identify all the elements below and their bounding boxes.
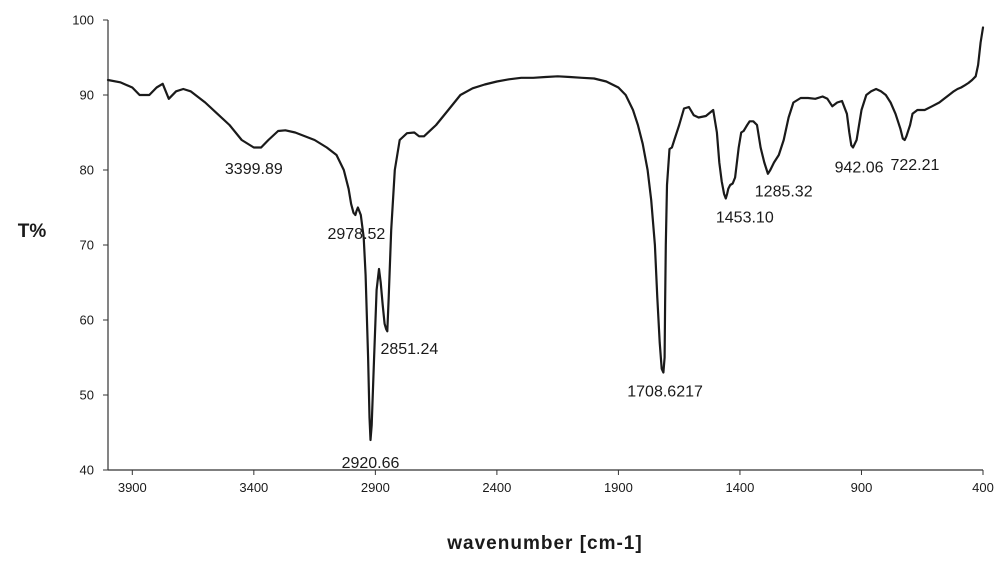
y-tick-label: 40 [80, 463, 94, 478]
plot-frame [107, 20, 983, 471]
x-tick-label: 900 [851, 480, 873, 495]
peak-label: 1453.10 [716, 210, 774, 227]
peak-label: 2978.52 [327, 226, 385, 243]
y-axis-ticks: 40 50 60 70 80 90 100 [72, 13, 108, 478]
x-tick-label: 2900 [361, 480, 390, 495]
peak-label: 1285.32 [755, 183, 813, 200]
peak-label: 2851.24 [380, 341, 438, 358]
peak-label: 722.21 [890, 157, 939, 174]
x-tick-label: 400 [972, 480, 994, 495]
y-tick-label: 50 [80, 388, 94, 403]
y-tick-label: 80 [80, 163, 94, 178]
y-tick-label: 60 [80, 313, 94, 328]
x-tick-label: 2400 [482, 480, 511, 495]
y-tick-label: 100 [72, 13, 94, 28]
x-tick-label: 1400 [725, 480, 754, 495]
series-line-transmittance [106, 26, 985, 442]
x-tick-label: 3900 [118, 480, 147, 495]
y-tick-label: 90 [80, 88, 94, 103]
x-axis-ticks: 3900 3400 2900 2400 1900 1400 900 400 [118, 470, 994, 495]
peak-label: 942.06 [835, 159, 884, 176]
peak-label: 1708.6217 [627, 384, 703, 401]
y-axis-title: T% [18, 221, 47, 242]
y-tick-label: 70 [80, 238, 94, 253]
x-tick-label: 3400 [239, 480, 268, 495]
peak-label: 3399.89 [225, 161, 283, 178]
x-axis-title: wavenumber [cm-1] [446, 533, 642, 554]
peak-label: 2920.66 [342, 455, 400, 472]
peak-annotations: 3399.89 2978.52 2851.24 2920.66 1708.6217 145… [225, 157, 940, 472]
x-tick-label: 1900 [604, 480, 633, 495]
